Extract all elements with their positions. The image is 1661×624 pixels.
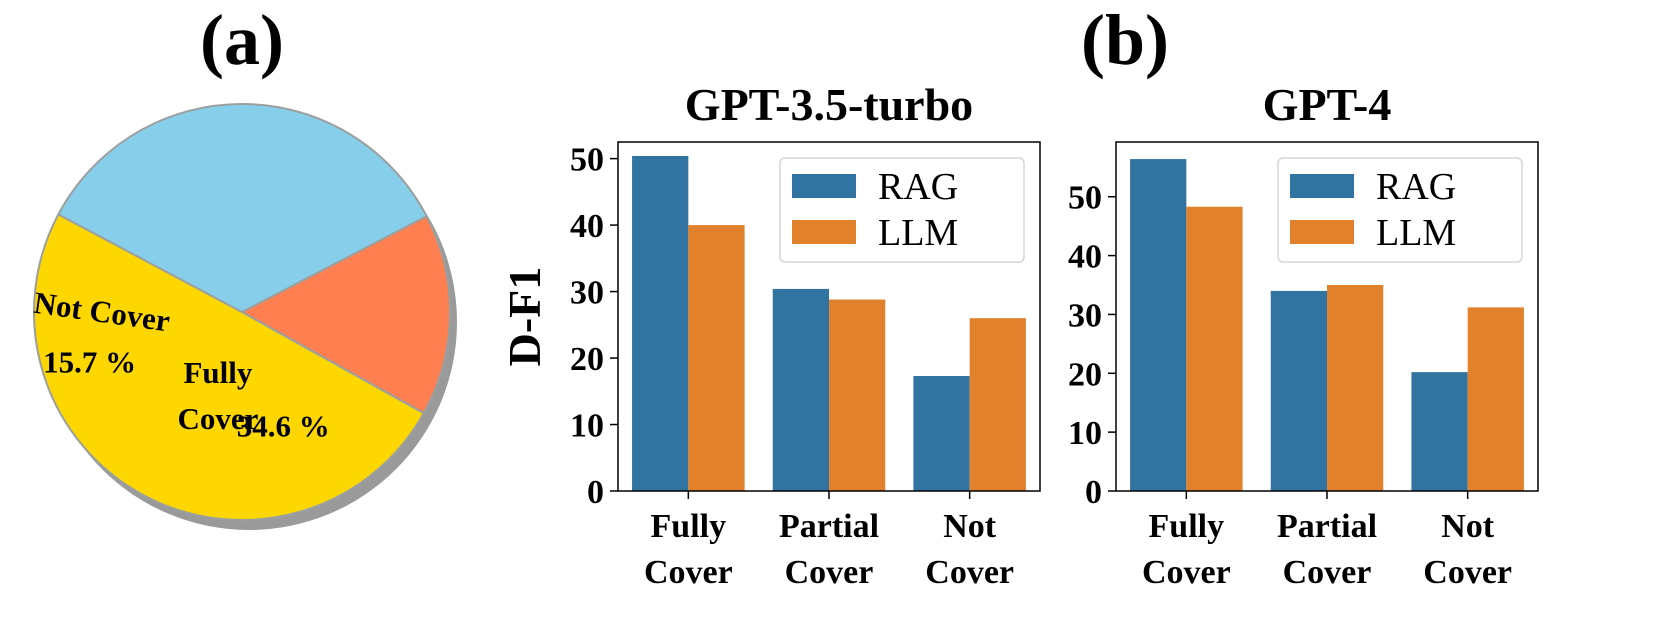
y-axis-label: D-F1 <box>499 267 550 367</box>
pie-slice-fully <box>56 103 428 314</box>
y-tick-label: 10 <box>1068 415 1102 452</box>
y-tick-label: 50 <box>570 142 604 179</box>
bar-llm-1 <box>829 299 886 491</box>
pie-label-fully: Fully <box>183 355 252 390</box>
bar-llm-0 <box>1186 206 1243 491</box>
x-tick-label: Cover <box>644 554 733 591</box>
pie-label-fully: Cover <box>177 401 258 436</box>
legend-swatch-llm <box>792 220 856 244</box>
legend-label-llm: LLM <box>878 212 958 254</box>
y-tick-label: 40 <box>1068 239 1102 276</box>
x-tick-label: Partial <box>1277 508 1377 545</box>
panel-label-a: (a) <box>200 0 284 80</box>
bar-llm-0 <box>688 225 745 491</box>
bar-rag-0 <box>1130 159 1187 492</box>
y-tick-label: 0 <box>1085 474 1102 511</box>
legend-label-llm: LLM <box>1376 212 1456 254</box>
y-tick-label: 0 <box>587 474 604 511</box>
bar-rag-0 <box>632 155 689 491</box>
x-tick-label: Not <box>1441 508 1495 545</box>
pie-pct-not: 15.7 % <box>43 344 136 379</box>
x-tick-label: Cover <box>925 554 1014 591</box>
y-tick-label: 40 <box>570 208 604 245</box>
bar-rag-1 <box>772 288 829 491</box>
bar-llm-2 <box>969 318 1026 491</box>
panel-label-b: (b) <box>1081 0 1169 80</box>
bar-rag-1 <box>1270 290 1327 491</box>
y-tick-label: 30 <box>1068 297 1102 334</box>
legend-swatch-rag <box>1290 174 1354 198</box>
x-tick-label: Fully <box>1149 508 1225 545</box>
y-tick-label: 20 <box>1068 356 1102 393</box>
x-tick-label: Cover <box>1283 554 1372 591</box>
bar-chart-gpt35: GPT-3.5-turbo D-F1 0 10 20 30 40 50 Fully Cover Pa… <box>499 79 1041 591</box>
x-tick-label: Fully <box>651 508 727 545</box>
pie-slice-partially <box>33 212 426 521</box>
y-tick-label: 50 <box>1068 180 1102 217</box>
y-tick-label: 30 <box>570 275 604 312</box>
bar-llm-2 <box>1467 307 1524 491</box>
y-tick-label: 10 <box>570 408 604 445</box>
x-tick-label: Not <box>943 508 997 545</box>
x-tick-label: Cover <box>1142 554 1231 591</box>
legend-swatch-rag <box>792 174 856 198</box>
x-tick-label: Cover <box>1423 554 1512 591</box>
legend-swatch-llm <box>1290 220 1354 244</box>
bar-llm-1 <box>1327 285 1384 491</box>
y-tick-label: 20 <box>570 341 604 378</box>
chart-title: GPT-3.5-turbo <box>685 79 973 130</box>
legend-label-rag: RAG <box>878 166 958 208</box>
bar-rag-2 <box>1411 372 1468 491</box>
pie-pct-fully: 34.6 % <box>237 408 330 443</box>
bar-chart-gpt4: GPT-4 0 10 20 30 40 50 Fully Cover Partial Cover No… <box>1068 79 1539 591</box>
bar-rag-2 <box>913 375 970 491</box>
legend-label-rag: RAG <box>1376 166 1456 208</box>
x-tick-label: Partial <box>779 508 879 545</box>
pie-slice-not <box>239 214 451 415</box>
chart-title: GPT-4 <box>1263 79 1392 130</box>
x-tick-label: Cover <box>785 554 874 591</box>
